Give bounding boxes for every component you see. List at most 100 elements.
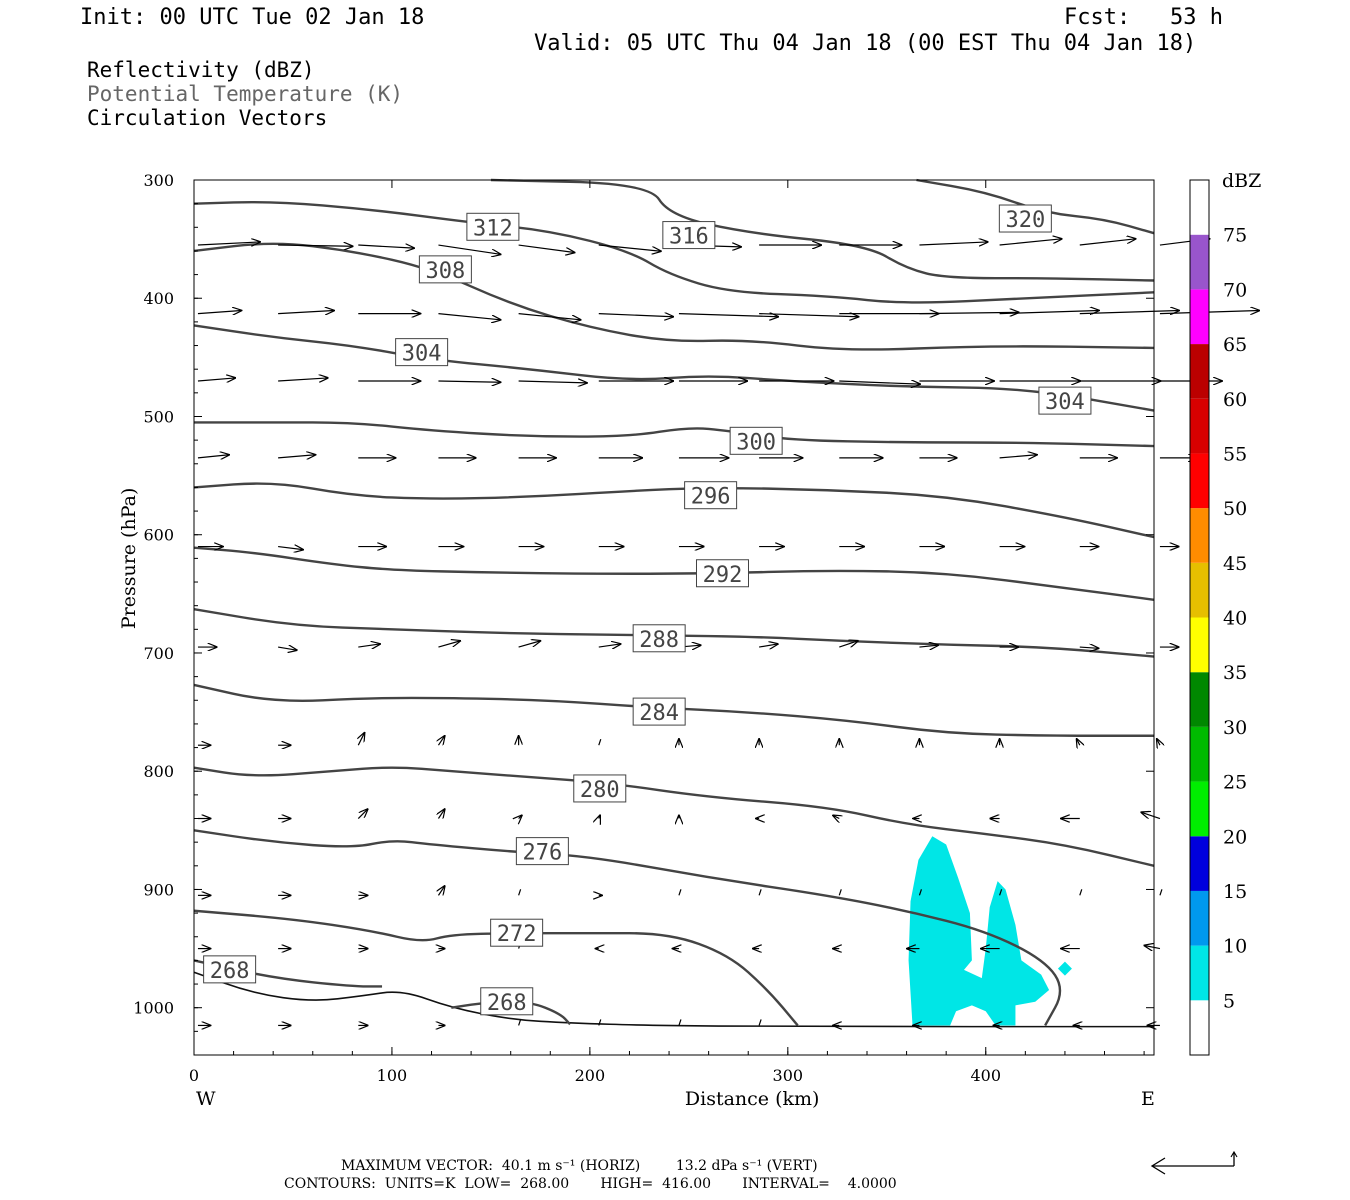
vector-arrow [678,889,682,896]
theta-contour-300 [194,421,1155,448]
colorbar-label: 15 [1223,881,1247,903]
contour-label-284: 284 [639,701,679,726]
contour-label-box [632,697,686,726]
contour-label-320: 320 [1005,208,1045,233]
contour-label-box [998,204,1052,233]
colorbar-segment [1190,234,1209,290]
vector-arrow [918,889,923,896]
vector-arrow [197,378,235,381]
vector-arrow [358,644,380,647]
colorbar-label: 25 [1223,772,1247,794]
colorbar-segment [1190,289,1209,345]
contour-label-box [515,837,569,866]
vector-arrow [598,244,661,251]
colorbar-label: 70 [1223,279,1247,301]
y-tick-label: 700 [143,644,174,663]
vector-arrow [278,245,352,246]
contour-label-box [203,955,257,984]
theta-contour-316 [490,178,1155,282]
contour-label-box [395,338,449,367]
vector-arrow [919,312,1018,313]
vector-arrow [1157,739,1160,745]
vector-arrow [358,245,414,248]
contour-label-box [480,987,534,1016]
vector-arrow [278,311,334,314]
theta-contour-296 [193,482,1155,539]
theta-contours [193,178,1155,1028]
theta-contour-308 [193,242,1155,351]
contour-label-316: 316 [669,225,709,250]
colorbar-segment [1190,672,1209,727]
field-vectors: Circulation Vectors [87,106,328,130]
colorbar-label: 20 [1223,826,1247,848]
contour-label-box [632,624,686,653]
vector-arrow [278,647,297,650]
vector-arrow [1141,812,1161,820]
contour-label-box [695,559,749,588]
contour-label-280: 280 [580,778,620,803]
vector-arrow [919,645,938,647]
colorbar-label: 60 [1223,389,1247,411]
y-tick-label: 500 [143,407,174,426]
vector-arrow [598,739,602,746]
colorbar-label: 50 [1223,498,1247,520]
colorbar-label: 10 [1223,936,1247,958]
vector-arrow [197,311,241,314]
contour-label-box [729,426,783,455]
vector-arrow [1079,647,1099,648]
field-theta: Potential Temperature (K) [87,82,404,106]
contour-label-296: 296 [691,485,731,510]
y-tick-label: 400 [143,289,174,308]
vector-arrow [838,889,842,896]
vector-arrow [599,815,600,818]
contour-label-276: 276 [522,841,562,866]
vector-arrow [518,313,581,320]
theta-contour-312 [193,201,1155,304]
vector-arrow [598,1019,602,1026]
vector-arrow [678,1019,682,1026]
vector-arrow [678,314,778,317]
x-tick-label: 100 [377,1066,408,1085]
contour-labels: 312 316 320 308 304 304 300 296 292 288 284 280 276 2… [203,204,1092,1016]
colorbar-label: 5 [1223,990,1235,1012]
contour-label-box [490,918,544,947]
colorbar-label: 35 [1223,662,1247,684]
y-axis-label: Pressure (hPa) [118,488,140,630]
vector-arrow [598,314,673,317]
theta-contour-304 [193,324,1155,412]
y-tick-label: 1000 [133,999,174,1018]
colorbar: 5 10 15 20 25 30 35 40 45 50 55 60 65 70 75 dBZ [1189,170,1261,1056]
colorbar-label: 65 [1223,334,1247,356]
colorbar-label: 40 [1223,608,1247,630]
vector-arrow [758,1019,762,1026]
contour-label-box [418,255,472,284]
colorbar-segment [1190,398,1209,454]
vector-arrow [438,736,444,745]
max-vector-text: MAXIMUM VECTOR: 40.1 m s⁻¹ (HORIZ) 13.2 … [341,1158,818,1174]
colorbar-segment [1190,453,1209,509]
vector-arrow [759,644,778,647]
vector-arrow [999,455,1037,458]
vector-arrow [598,644,621,647]
vector-arrow [1159,889,1163,896]
vector-arrow [438,809,444,818]
vector-arrow [438,244,500,254]
vector-arrow [518,1019,522,1026]
contour-label-268: 268 [210,959,250,984]
y-tick-label: 600 [143,526,174,545]
x-tick-label: 0 [189,1066,199,1085]
vector-arrow [519,815,522,818]
colorbar-segment [1190,180,1209,235]
vector-arrow [518,244,575,252]
theta-contour-292 [193,546,1155,601]
plot-frame [193,179,1155,1056]
vector-arrow [999,311,1099,314]
vector-arrow [278,547,303,550]
vector-arrow [438,641,460,648]
x-tick-label: 200 [575,1066,606,1085]
colorbar-label: 75 [1223,225,1247,247]
contour-label-268: 268 [487,991,527,1016]
contour-label-300: 300 [736,430,776,455]
forecast-hour: Fcst: 53 h [1064,5,1223,30]
